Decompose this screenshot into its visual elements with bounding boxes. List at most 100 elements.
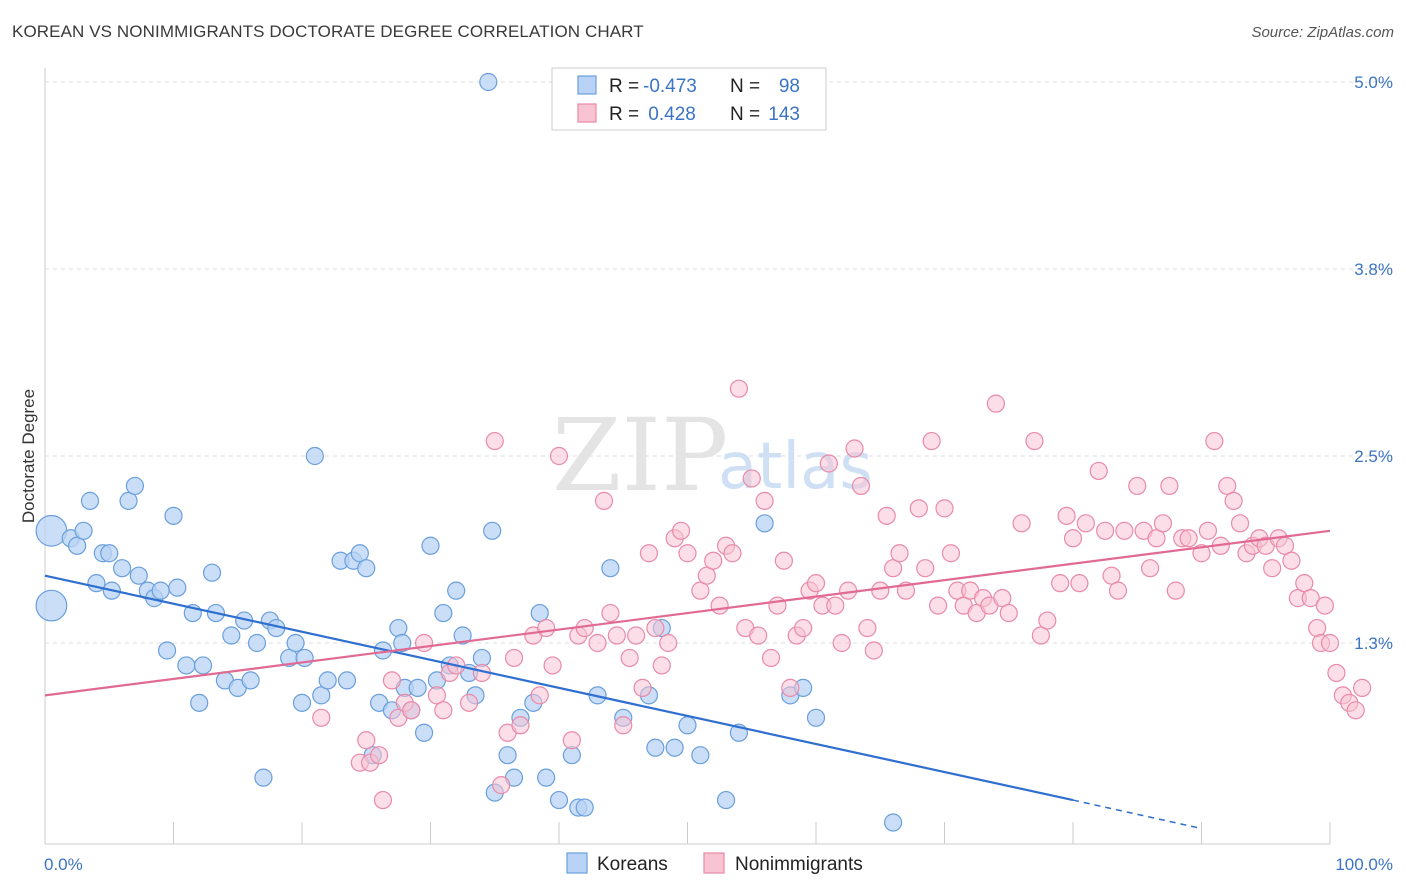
x-tick-label-min: 0.0%: [44, 855, 83, 874]
legend-nonimmigrants-r-label: R =: [609, 104, 639, 125]
nonimmigrant-point-66: [826, 596, 845, 615]
nonimmigrant-point-23: [530, 686, 549, 705]
korean-point-52: [393, 633, 412, 653]
nonimmigrant-point-69: [845, 439, 864, 458]
korean-point-3: [68, 536, 87, 555]
y-axis-label: Doctorate Degree: [19, 389, 38, 523]
korean-point-12: [125, 476, 145, 496]
korean-point-30: [241, 671, 260, 690]
korean-point-20: [177, 656, 196, 675]
nonimmigrant-point-73: [871, 581, 890, 600]
korean-point-5: [80, 491, 100, 510]
korean-point-80: [601, 559, 620, 578]
nonimmigrant-point-26: [549, 446, 569, 466]
nonimmigrant-point-115: [1179, 529, 1198, 548]
korean-point-45: [350, 544, 369, 563]
korean-point-90: [755, 514, 774, 533]
korean-point-22: [190, 693, 209, 712]
nonimmigrant-point-93: [1012, 514, 1031, 533]
nonimmigrant-point-40: [652, 656, 671, 675]
nonimmigrant-point-10: [414, 633, 434, 653]
korean-point-67: [483, 521, 502, 540]
nonimmigrant-point-46: [697, 566, 716, 585]
korean-point-66: [479, 72, 498, 92]
nonimmigrant-point-76: [890, 544, 909, 563]
nonimmigrant-point-44: [678, 544, 697, 563]
korean-point-61: [447, 581, 466, 600]
nonimmigrant-point-142: [1353, 678, 1372, 697]
legend-bottom-koreans-label: Koreans: [597, 854, 668, 875]
nonimmigrant-point-18: [492, 776, 511, 795]
nonimmigrant-point-45: [691, 581, 710, 600]
korean-point-17: [157, 641, 177, 660]
y-tick-label-1: 2.5%: [1354, 447, 1393, 466]
nonimmigrant-point-92: [999, 603, 1018, 623]
nonimmigrant-point-6: [382, 671, 402, 690]
y-tick-label-0: 1.3%: [1354, 634, 1393, 653]
korean-point-37: [292, 693, 312, 712]
nonimmigrant-point-65: [819, 454, 838, 473]
nonimmigrant-point-67: [832, 633, 851, 653]
legend-bottom-nonimmigrants-swatch: [703, 852, 725, 874]
nonimmigrant-point-38: [639, 544, 659, 563]
y-tick-labels: 1.3% 2.5% 3.8% 5.0%: [1354, 73, 1393, 653]
nonimmigrant-point-36: [626, 626, 646, 645]
legend-bottom-koreans-swatch: [566, 852, 588, 874]
nonimmigrant-point-30: [588, 633, 607, 653]
legend-nonimmigrants-r-value: 0.428: [643, 104, 696, 125]
nonimmigrant-point-97: [1051, 574, 1070, 593]
nonimmigrant-point-21: [511, 716, 530, 735]
korean-point-78: [575, 798, 594, 817]
nonimmigrant-point-110: [1147, 529, 1166, 548]
korean-point-18: [164, 506, 183, 525]
korean-point-24: [202, 563, 222, 582]
nonimmigrant-point-94: [1025, 431, 1044, 451]
nonimmigrant-point-25: [543, 656, 562, 675]
nonimmigrant-point-2: [357, 731, 376, 750]
korean-point-4: [74, 521, 93, 540]
trend-line-koreans-extension: [1072, 799, 1202, 830]
korean-point-46: [357, 559, 376, 578]
nonimmigrant-point-78: [909, 499, 928, 518]
korean-point-56: [414, 723, 434, 742]
korean-point-8: [100, 544, 119, 563]
korean-point-69: [498, 746, 517, 765]
nonimmigrant-point-100: [1070, 574, 1089, 593]
korean-point-59: [434, 603, 453, 623]
nonimmigrant-point-11: [427, 686, 447, 705]
nonimmigrant-point-71: [858, 618, 877, 638]
korean-point-23: [193, 656, 213, 675]
nonimmigrant-point-37: [633, 678, 652, 697]
legend-koreans-swatch: [577, 75, 597, 95]
nonimmigrant-point-58: [774, 551, 793, 570]
nonimmigrant-point-79: [916, 559, 935, 578]
nonimmigrant-point-107: [1128, 476, 1147, 496]
legend-koreans-r-value: -0.473: [643, 76, 697, 97]
nonimmigrant-point-70: [851, 476, 871, 496]
korean-point-94: [883, 813, 903, 832]
nonimmigrant-point-54: [749, 626, 768, 645]
korean-point-27: [222, 626, 241, 645]
nonimmigrant-point-106: [1115, 521, 1134, 540]
korean-point-43: [337, 671, 357, 690]
nonimmigrant-point-63: [806, 574, 826, 593]
legend-koreans-r-label: R =: [609, 76, 639, 97]
nonimmigrant-point-141: [1346, 701, 1365, 720]
korean-point-39: [305, 446, 324, 466]
korean-point-51: [389, 618, 408, 638]
nonimmigrant-point-101: [1076, 514, 1095, 533]
watermark-atlas: atlas: [718, 430, 873, 504]
watermark-zip: ZIP: [552, 397, 728, 514]
nonimmigrant-point-127: [1263, 559, 1282, 578]
korean-point-16: [151, 581, 170, 600]
nonimmigrant-point-72: [864, 641, 883, 660]
nonimmigrant-point-132: [1295, 574, 1314, 593]
korean-point-11: [119, 491, 138, 510]
nonimmigrant-point-121: [1224, 491, 1243, 510]
nonimmigrant-point-56: [761, 648, 781, 668]
korean-point-40: [312, 686, 331, 705]
korean-point-87: [691, 746, 710, 765]
nonimmigrant-point-74: [877, 506, 896, 525]
nonimmigrant-point-59: [781, 678, 800, 697]
nonimmigrant-point-75: [883, 559, 903, 578]
